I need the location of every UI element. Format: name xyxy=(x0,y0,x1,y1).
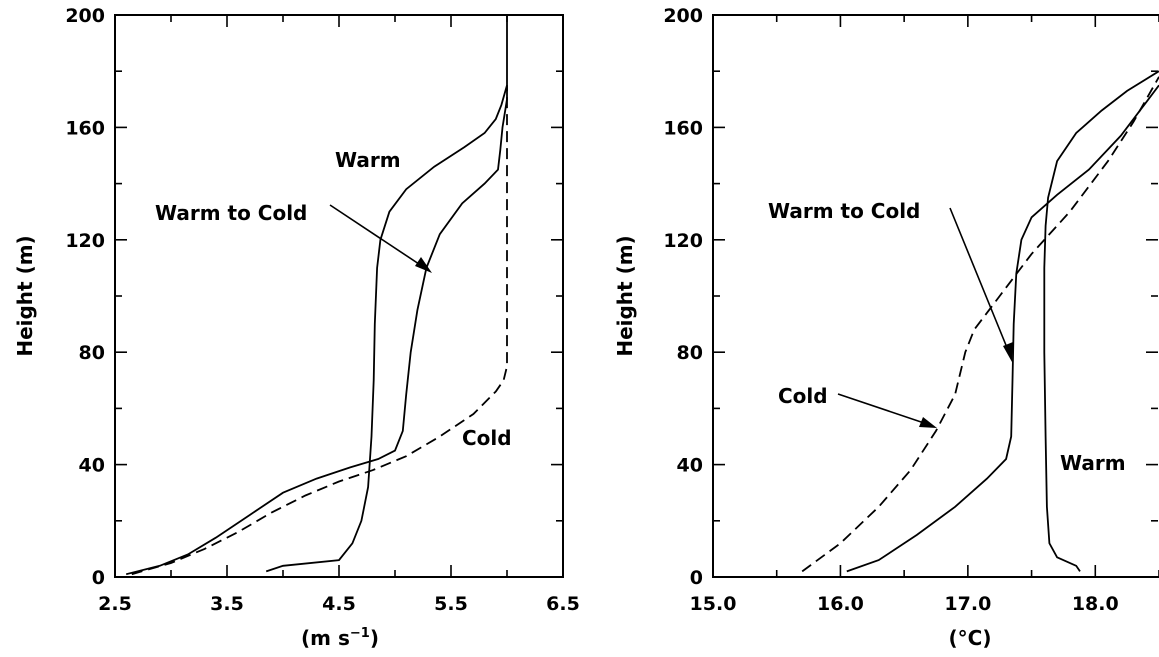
x-axis-label-close: ) xyxy=(370,626,379,650)
annotation-cold: Cold xyxy=(778,384,828,408)
annotation-cold: Cold xyxy=(462,426,512,450)
x-tick-label: 16.0 xyxy=(817,593,864,615)
x-tick-label: 2.5 xyxy=(98,593,132,615)
y-tick-label: 120 xyxy=(65,230,105,252)
y-tick-label: 80 xyxy=(677,342,703,364)
x-axis-label-sup: −1 xyxy=(350,626,370,641)
annotation-warm: Warm xyxy=(335,148,401,172)
x-tick-label: 15.0 xyxy=(690,593,737,615)
series-cold xyxy=(801,76,1159,573)
series-warm-to-cold xyxy=(125,85,508,576)
ticks xyxy=(712,14,1159,578)
x-axis-label: (m s−1) xyxy=(301,626,379,650)
y-tick-label: 80 xyxy=(79,342,105,364)
x-tick-label: 3.5 xyxy=(210,593,244,615)
temperature-panel: 0 40 80 120 160 200 15.0 16.0 17.0 18.0 Height (m… xyxy=(613,5,1159,650)
x-axis-label-main: (m s xyxy=(301,626,350,650)
annotation-warm: Warm xyxy=(1060,451,1126,475)
series-warm xyxy=(265,15,508,573)
x-tick-label: 18.0 xyxy=(1072,593,1119,615)
y-axis-label: Height (m) xyxy=(613,235,637,356)
plot-frame xyxy=(712,14,1159,578)
y-tick-label: 200 xyxy=(65,5,105,27)
series-warm xyxy=(1043,70,1159,572)
y-tick-label: 160 xyxy=(663,117,703,139)
plot-frame xyxy=(114,14,564,578)
x-axis-label: (°C) xyxy=(949,626,992,650)
tick-labels: 0 40 80 120 160 200 2.5 3.5 4.5 5.5 6.5 xyxy=(65,5,580,615)
curves xyxy=(125,15,508,576)
y-tick-label: 160 xyxy=(65,117,105,139)
curves xyxy=(801,70,1159,573)
y-axis-label: Height (m) xyxy=(13,235,37,356)
y-tick-label: 0 xyxy=(92,567,105,589)
series-cold xyxy=(131,85,508,576)
y-tick-label: 40 xyxy=(79,455,105,477)
x-tick-label: 5.5 xyxy=(434,593,468,615)
x-tick-label: 4.5 xyxy=(322,593,356,615)
arrow-warm-to-cold xyxy=(329,204,432,273)
annotation-warm-to-cold: Warm to Cold xyxy=(768,199,920,223)
annotation-warm-to-cold: Warm to Cold xyxy=(155,201,307,225)
y-tick-label: 40 xyxy=(677,455,703,477)
y-tick-label: 0 xyxy=(690,567,703,589)
series-warm-to-cold xyxy=(846,84,1159,573)
tick-labels: 0 40 80 120 160 200 15.0 16.0 17.0 18.0 xyxy=(663,5,1118,615)
arrow-warm-to-cold xyxy=(949,207,1013,362)
y-tick-label: 120 xyxy=(663,230,703,252)
y-tick-label: 200 xyxy=(663,5,703,27)
x-tick-label: 6.5 xyxy=(546,593,580,615)
wind-speed-panel: 0 40 80 120 160 200 2.5 3.5 4.5 5.5 6.5 Height (m)… xyxy=(13,5,580,650)
x-tick-label: 17.0 xyxy=(944,593,991,615)
ticks xyxy=(114,14,564,578)
arrow-cold xyxy=(837,393,937,428)
